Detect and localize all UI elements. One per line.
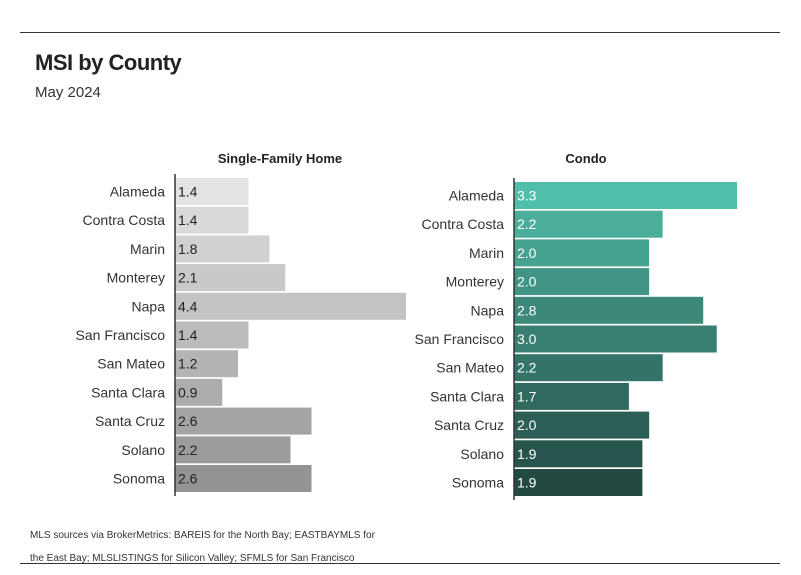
value-label-sfh-10: 2.6 <box>178 471 198 487</box>
category-label-condo-2: Marin <box>469 245 504 261</box>
value-label-sfh-7: 0.9 <box>178 384 198 400</box>
value-label-sfh-5: 1.4 <box>178 327 198 343</box>
panel-title-condo: Condo <box>565 151 606 166</box>
bar-sfh-7 <box>175 378 223 406</box>
bar-sfh-6 <box>175 350 238 378</box>
value-label-condo-5: 3.0 <box>517 331 537 347</box>
category-label-condo-5: San Francisco <box>415 331 505 347</box>
page-subtitle: May 2024 <box>35 84 101 101</box>
category-label-sfh-0: Alameda <box>110 184 165 200</box>
bar-sfh-2 <box>175 235 270 263</box>
bar-sfh-1 <box>175 206 249 234</box>
category-label-sfh-1: Contra Costa <box>83 212 166 228</box>
category-label-sfh-3: Monterey <box>107 270 165 286</box>
bar-condo-3 <box>514 268 650 296</box>
bar-condo-8 <box>514 411 650 439</box>
category-label-sfh-7: Santa Clara <box>91 384 165 400</box>
bar-condo-5 <box>514 325 717 353</box>
bar-condo-0 <box>514 182 737 209</box>
value-label-sfh-6: 1.2 <box>178 356 198 372</box>
category-label-sfh-9: Solano <box>121 442 165 458</box>
value-label-sfh-8: 2.6 <box>178 413 198 429</box>
value-label-condo-6: 2.2 <box>517 360 537 376</box>
bar-sfh-10 <box>175 465 312 492</box>
category-label-sfh-10: Sonoma <box>113 471 165 487</box>
panel-title-sfh: Single-Family Home <box>218 151 342 166</box>
category-label-condo-9: Solano <box>460 446 504 462</box>
category-label-condo-10: Sonoma <box>452 475 504 491</box>
top-rule <box>20 32 780 33</box>
bar-sfh-5 <box>175 321 249 349</box>
value-label-sfh-2: 1.8 <box>178 241 198 257</box>
category-label-condo-1: Contra Costa <box>422 216 505 232</box>
category-label-condo-4: Napa <box>471 302 505 318</box>
category-label-sfh-8: Santa Cruz <box>95 413 165 429</box>
bar-condo-7 <box>514 382 629 410</box>
bar-condo-1 <box>514 210 663 238</box>
value-label-condo-1: 2.2 <box>517 216 537 232</box>
value-label-sfh-1: 1.4 <box>178 212 198 228</box>
value-label-condo-4: 2.8 <box>517 302 537 318</box>
bar-condo-2 <box>514 239 650 267</box>
bar-sfh-3 <box>175 264 286 292</box>
value-label-condo-9: 1.9 <box>517 446 537 462</box>
value-label-sfh-9: 2.2 <box>178 442 198 458</box>
bar-condo-10 <box>514 469 643 496</box>
category-label-condo-7: Santa Clara <box>430 388 504 404</box>
category-label-condo-0: Alameda <box>449 188 504 204</box>
value-label-condo-8: 2.0 <box>517 417 537 433</box>
bar-condo-6 <box>514 354 663 382</box>
category-label-sfh-4: Napa <box>132 298 166 314</box>
value-label-condo-0: 3.3 <box>517 188 537 204</box>
bar-sfh-0 <box>175 178 249 205</box>
value-label-condo-3: 2.0 <box>517 274 537 290</box>
category-label-sfh-6: San Mateo <box>97 356 165 372</box>
bar-sfh-4 <box>175 292 406 320</box>
category-label-condo-3: Monterey <box>446 274 504 290</box>
value-label-sfh-4: 4.4 <box>178 298 198 314</box>
bottom-rule <box>20 563 780 564</box>
category-label-condo-6: San Mateo <box>436 360 504 376</box>
category-label-sfh-2: Marin <box>130 241 165 257</box>
value-label-condo-10: 1.9 <box>517 475 537 491</box>
value-label-sfh-3: 2.1 <box>178 270 198 286</box>
bar-sfh-8 <box>175 407 312 435</box>
category-label-condo-8: Santa Cruz <box>434 417 504 433</box>
bar-sfh-9 <box>175 436 291 464</box>
value-label-sfh-0: 1.4 <box>178 184 198 200</box>
page-title: MSI by County <box>35 50 182 75</box>
value-label-condo-2: 2.0 <box>517 245 537 261</box>
bar-condo-9 <box>514 440 643 468</box>
category-label-sfh-5: San Francisco <box>76 327 166 343</box>
bar-condo-4 <box>514 296 704 324</box>
source-footnote: MLS sources via BrokerMetrics: BAREIS fo… <box>30 530 375 564</box>
value-label-condo-7: 1.7 <box>517 388 537 404</box>
